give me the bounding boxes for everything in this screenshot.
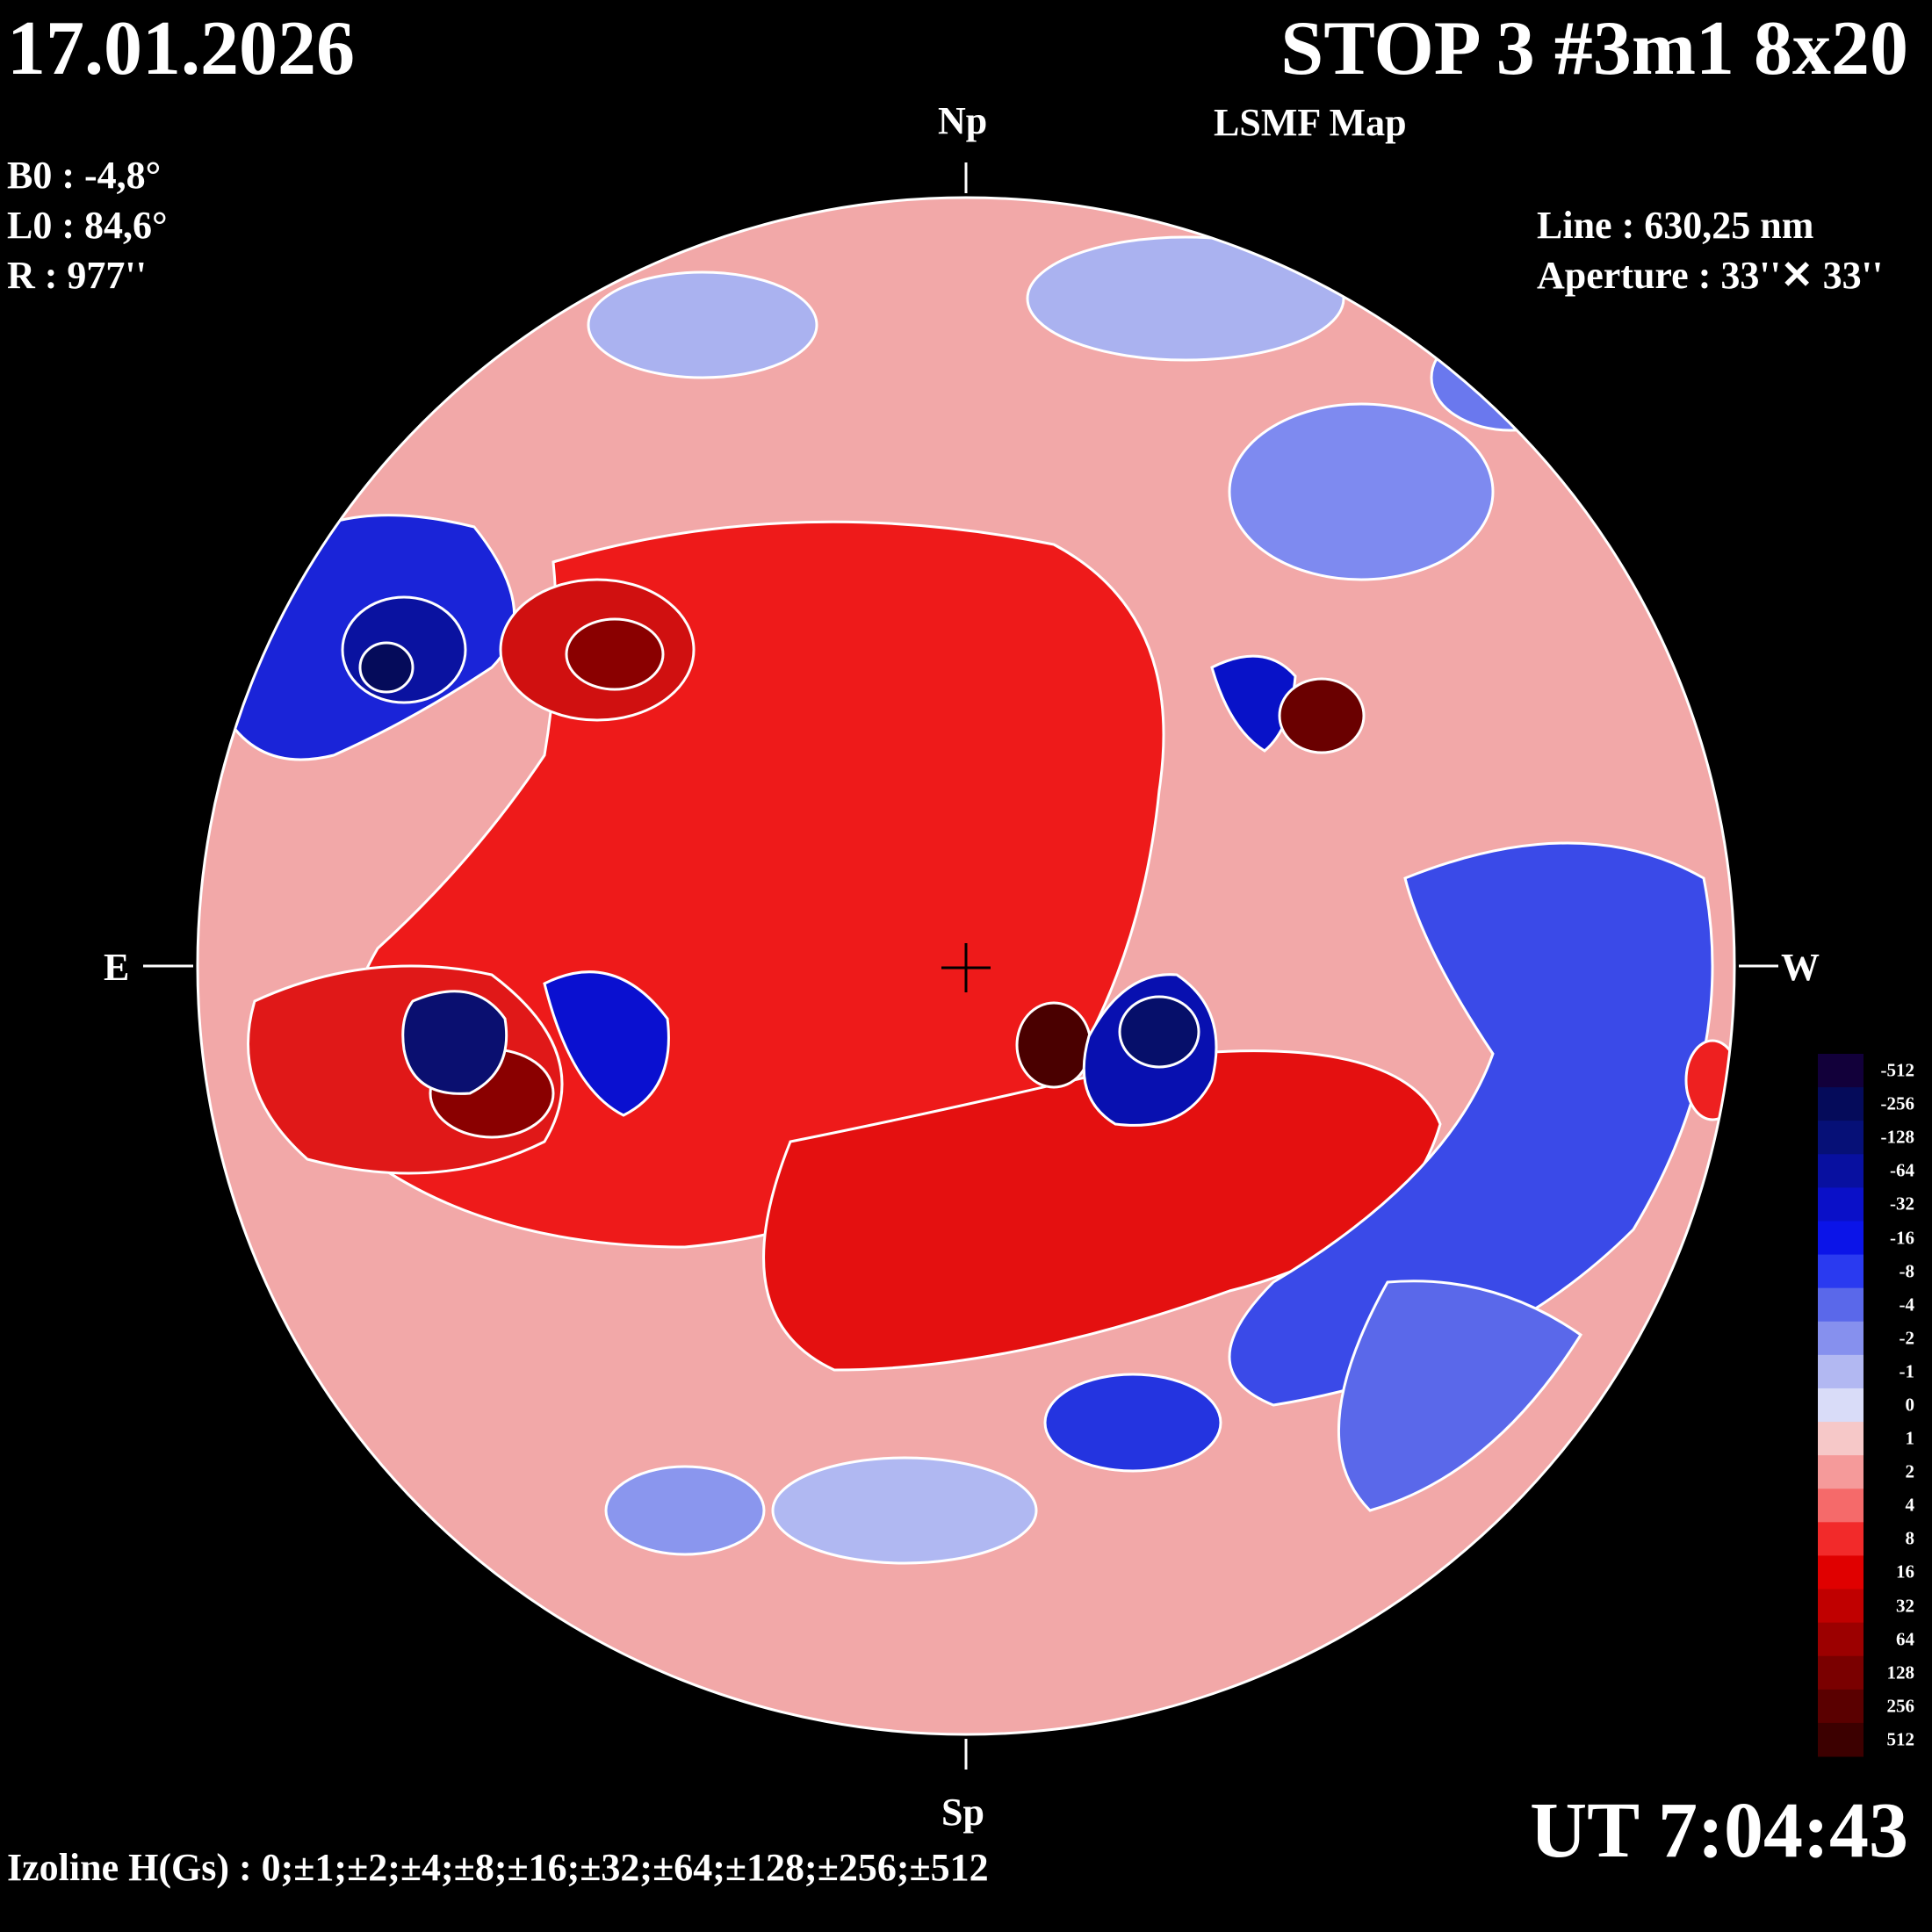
scale-label: 1 [1905,1427,1915,1449]
scale-swatch [1818,1722,1864,1757]
ne-blue-patch [1430,323,1591,432]
scale-swatch [1818,1489,1864,1523]
west-label: W [1781,946,1820,989]
south-weak-2 [604,1465,766,1556]
scale-swatch [1818,1054,1864,1088]
scale-label: 16 [1896,1561,1914,1582]
scale-label: -4 [1899,1294,1915,1316]
scale-swatch [1818,1254,1864,1289]
scale-swatch [1818,1555,1864,1590]
disk-limb [196,196,1736,1736]
param-b0: B0 : -4,8° [7,154,162,197]
scale-label: -1 [1899,1360,1915,1382]
scale-swatch [1818,1354,1864,1389]
north-weak-blue-2 [1026,235,1345,362]
south-weak [771,1456,1038,1565]
scale-label: -32 [1890,1193,1914,1215]
scale-label: 64 [1896,1628,1914,1650]
color-scale-labels: -512 -256 -128 -64 -32 -16 -8 -4 -2 -1 0 1 2 4 8 16 32 64… [1818,1054,1915,1756]
scale-swatch [1818,1388,1864,1423]
scale-swatch [1818,1455,1864,1489]
scale-swatch [1818,1422,1864,1456]
scale-label: 32 [1896,1595,1914,1617]
scale-label: 128 [1886,1662,1915,1683]
scale-label: 0 [1905,1394,1915,1416]
scale-swatch [1818,1689,1864,1724]
scale-label: -256 [1880,1092,1915,1114]
scale-swatch [1818,1287,1864,1323]
north-blue-3 [1228,402,1495,581]
observation-time: UT 7:04:43 [1530,1787,1908,1874]
scale-label: 2 [1905,1460,1915,1482]
east-blue-deep [358,641,415,694]
south-blue [1043,1373,1222,1473]
scale-label: 512 [1886,1728,1915,1750]
izoline-levels: Izoline H(Gs) : 0;±1;±2;±4;±8;±16;±32;±6… [7,1846,989,1889]
north-label: Np [938,99,988,142]
scale-swatch [1818,1187,1864,1222]
ne-red-spot [1278,677,1366,754]
scale-swatch [1818,1589,1864,1624]
aperture: Aperture : 33''✕ 33'' [1537,254,1884,297]
mid-blue-patch [543,970,670,1117]
scale-swatch [1818,1655,1864,1690]
scale-label: 256 [1886,1695,1915,1717]
scale-label: 8 [1905,1527,1915,1549]
scale-swatch [1818,1622,1864,1657]
south-label: Sp [941,1791,984,1834]
scale-swatch [1818,1121,1864,1155]
param-l0: L0 : 84,6° [7,204,168,247]
scale-swatch [1818,1522,1864,1556]
sunspot-red-center [1015,1001,1092,1089]
sw-blue-band-2 [1337,1280,1583,1512]
east-label: E [104,946,130,989]
scale-label: 4 [1905,1494,1915,1516]
red-core-ne [565,617,665,691]
west-red-spot [1684,1039,1734,1121]
color-scale-bar [1818,1054,1864,1757]
north-weak-blue-1 [587,270,818,379]
map-type-label: LSMF Map [1214,101,1407,144]
scale-swatch [1818,1221,1864,1256]
scale-swatch [1818,1087,1864,1121]
scale-label: -2 [1899,1327,1915,1349]
scale-swatch [1818,1321,1864,1356]
scale-label: -64 [1890,1159,1914,1181]
scale-swatch [1818,1154,1864,1188]
east-blue-spot [401,990,508,1095]
sunspot-blue-deep [1118,995,1200,1069]
observation-title: STOP 3 #3m1 8x20 [1280,6,1908,91]
scale-label: -8 [1899,1260,1915,1282]
scale-label: -512 [1880,1059,1915,1081]
scale-label: -16 [1890,1227,1914,1249]
observation-date: 17.01.2026 [7,6,355,91]
scale-label: -128 [1880,1126,1915,1148]
spectral-line: Line : 630,25 nm [1537,204,1814,247]
param-r: R : 977'' [7,254,147,297]
